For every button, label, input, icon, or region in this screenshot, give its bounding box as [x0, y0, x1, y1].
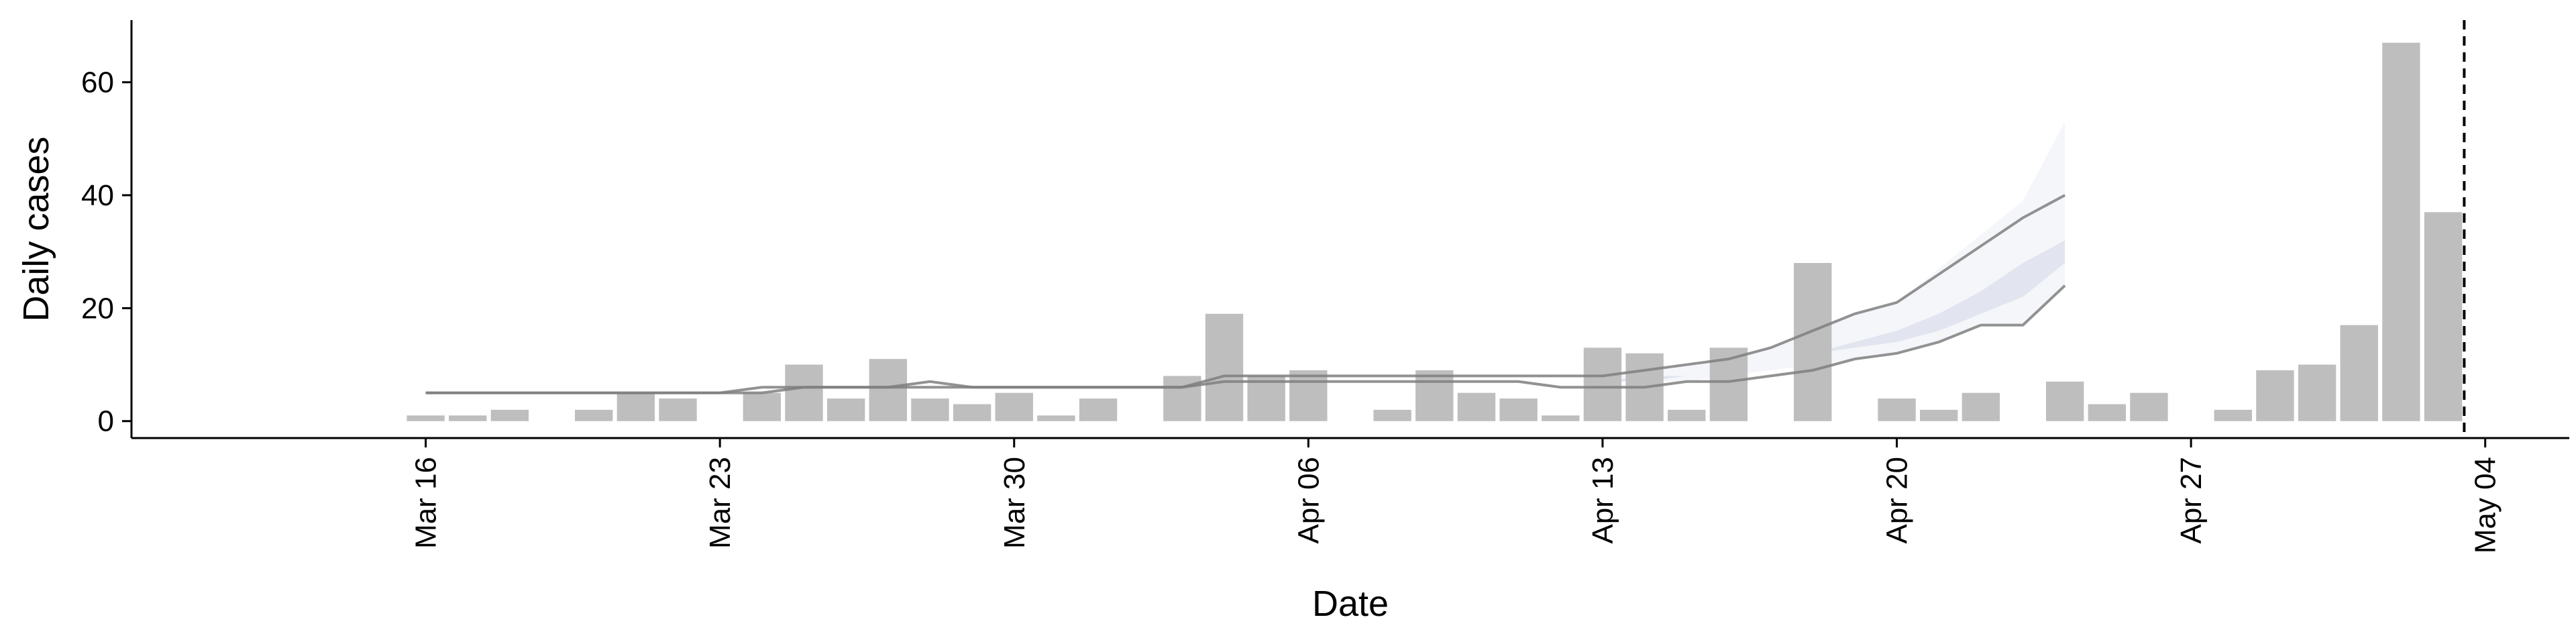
bar-2020-04-08: [1373, 409, 1411, 421]
bar-2020-04-01: [1079, 398, 1118, 421]
bar-2020-03-27: [869, 359, 907, 421]
bar-2020-03-30: [995, 392, 1033, 421]
bar-2020-03-24: [743, 392, 782, 421]
x-tick-label: Apr 06: [1292, 457, 1325, 544]
x-axis-label: Date: [1312, 584, 1389, 624]
bar-2020-03-21: [616, 392, 655, 421]
y-tick-label: 0: [98, 405, 114, 438]
bar-2020-04-29: [2256, 370, 2294, 421]
estimate-line-2: [425, 284, 2066, 394]
x-tick-label: Mar 23: [704, 457, 737, 549]
bar-2020-04-05: [1247, 376, 1285, 421]
bar-2020-04-25: [2088, 404, 2126, 421]
bar-2020-04-18: [1794, 263, 1832, 421]
y-tick-label: 60: [81, 66, 114, 99]
bar-2020-03-17: [449, 415, 487, 421]
y-tick-label: 40: [81, 179, 114, 212]
bar-2020-04-11: [1499, 398, 1538, 421]
bar-2020-05-02: [2382, 42, 2420, 421]
bar-2020-03-18: [490, 409, 529, 421]
bar-2020-03-16: [407, 415, 445, 421]
bar-2020-04-26: [2130, 392, 2168, 421]
lines-group: [425, 194, 2066, 394]
bar-2020-04-28: [2214, 409, 2252, 421]
bar-2020-04-12: [1542, 415, 1580, 421]
x-tick-label: Apr 20: [1881, 457, 1914, 544]
bar-2020-04-09: [1415, 370, 1454, 421]
bar-2020-03-31: [1037, 415, 1075, 421]
bar-2020-04-06: [1289, 370, 1328, 421]
bar-2020-03-28: [911, 398, 949, 421]
bar-2020-04-30: [2298, 364, 2337, 421]
x-tick-label: Mar 30: [998, 457, 1031, 549]
bar-2020-04-04: [1205, 313, 1244, 421]
projection-band-2: [1602, 240, 2065, 382]
bar-2020-04-21: [1919, 409, 1958, 421]
bar-2020-03-20: [575, 409, 613, 421]
y-axis-label: Daily cases: [16, 136, 56, 321]
bar-2020-03-29: [953, 404, 991, 421]
bar-2020-05-01: [2340, 325, 2378, 421]
bar-2020-04-10: [1457, 392, 1496, 421]
x-ticks: Mar 16 Mar 23 Mar 30 Apr 06 Apr 13 Apr 20 Apr …: [410, 438, 2502, 553]
y-ticks: 0 20 40 60: [81, 66, 131, 438]
y-tick-label: 20: [81, 292, 114, 325]
bar-2020-03-26: [826, 398, 865, 421]
bar-2020-04-13: [1583, 347, 1622, 421]
bar-2020-03-22: [659, 398, 697, 421]
projection-bands: [1602, 121, 2065, 382]
bar-2020-03-25: [785, 364, 823, 421]
bar-2020-04-15: [1668, 409, 1706, 421]
x-tick-label: Apr 13: [1587, 457, 1619, 544]
bar-2020-04-20: [1878, 398, 1916, 421]
x-tick-label: Mar 16: [410, 457, 443, 549]
bars-group: [407, 42, 2463, 421]
x-tick-label: May 04: [2469, 457, 2502, 553]
bar-2020-04-22: [1962, 392, 2000, 421]
bar-2020-05-03: [2424, 212, 2463, 421]
x-tick-label: Apr 27: [2175, 457, 2208, 544]
bar-2020-04-24: [2045, 381, 2084, 421]
projection-band-1: [1602, 121, 2065, 382]
